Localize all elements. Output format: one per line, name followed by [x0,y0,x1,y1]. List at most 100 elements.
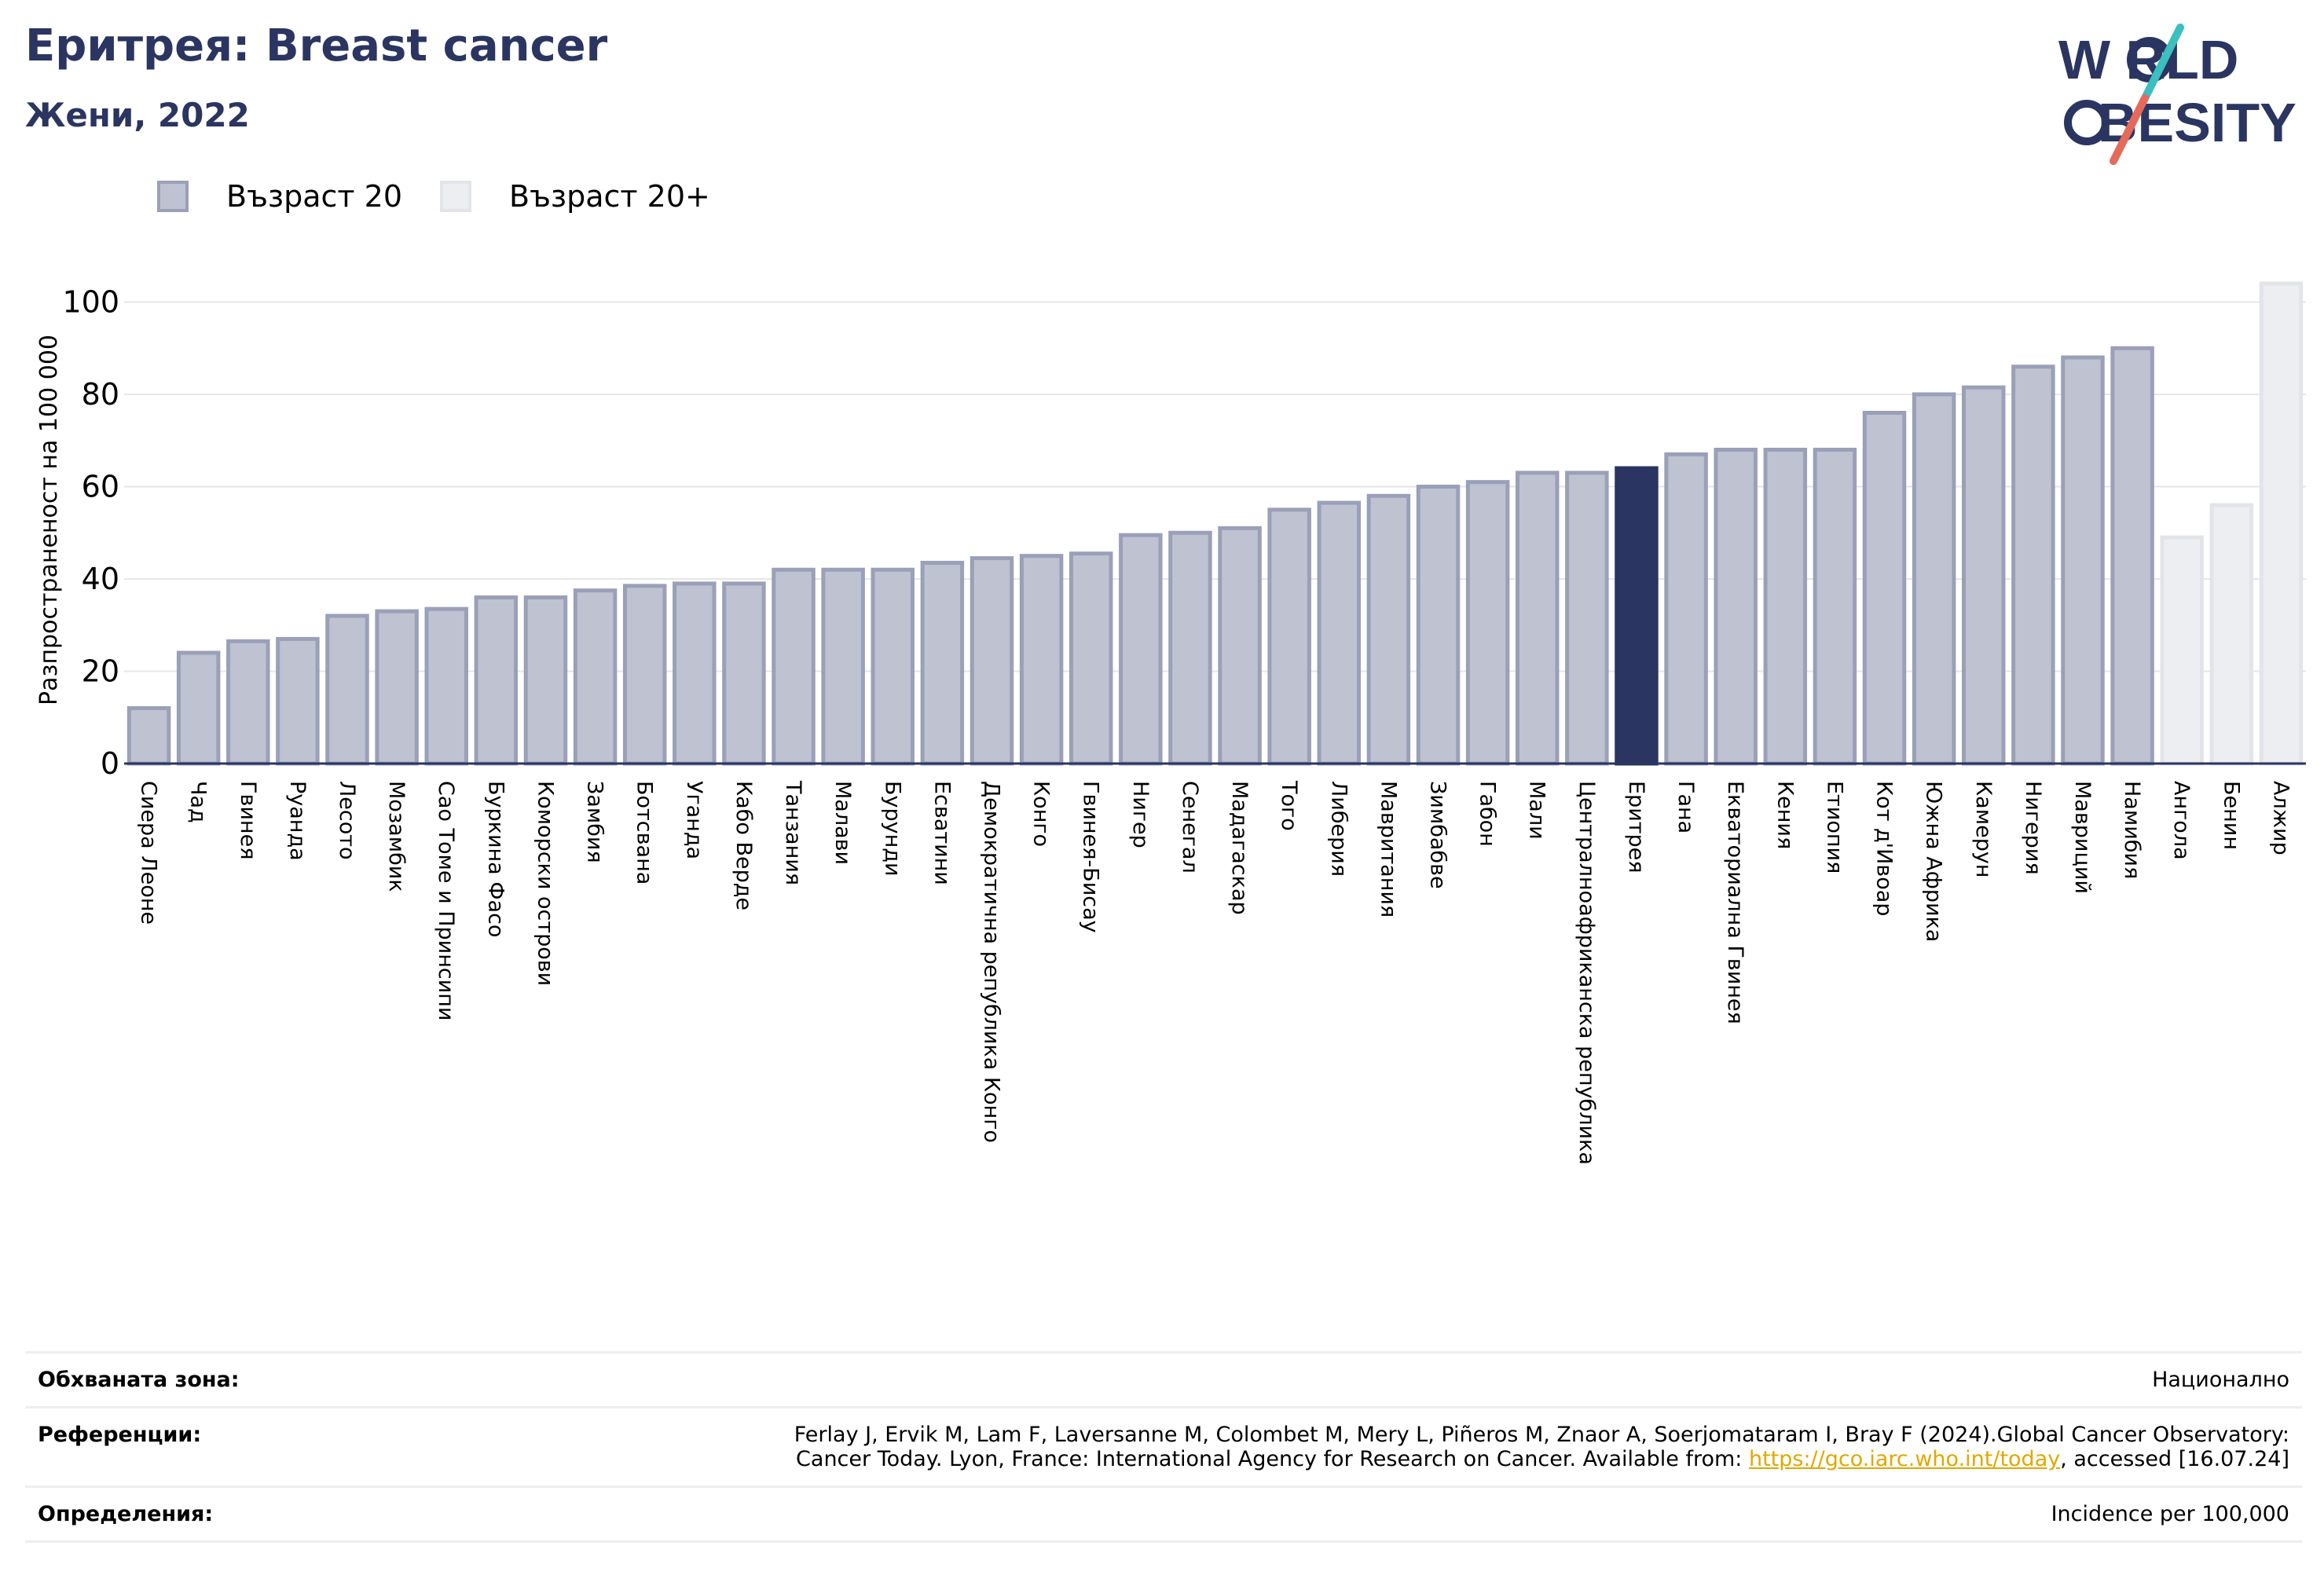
x-tick-label: Того [1277,780,1301,831]
x-tick-label: Буркина Фасо [483,781,508,937]
x-tick-label: Коморски острови [533,781,557,986]
bar[interactable] [1565,471,1609,766]
x-tick-label: Алжир [2268,781,2293,855]
x-tick-label: Габон [1475,781,1500,847]
y-tick-label: 0 [101,746,119,781]
bar[interactable] [1416,485,1461,766]
x-tick-label: Бурунди [880,781,904,877]
bar[interactable] [2259,281,2304,766]
legend-item-age20[interactable]: Възраст 20 [157,179,402,214]
bar[interactable] [1317,500,1362,766]
bar[interactable] [1813,448,1857,766]
x-tick-label: Замбия [583,781,607,863]
x-tick-label: Бенин [2219,781,2243,850]
x-tick-label: Етиопия [1822,781,1846,874]
y-tick-labels: 0 20 40 60 80 100 [62,285,119,782]
x-tick-label: Есватини [929,781,954,885]
bar[interactable] [722,581,766,766]
x-tick-label: Уганда [682,781,706,859]
bar[interactable] [1119,533,1163,766]
footer-label-references: Референции: [38,1423,202,1447]
bar[interactable] [1664,452,1708,766]
logo-slash-coral [2110,94,2149,165]
bar[interactable] [1515,471,1560,766]
x-tick-label: Кения [1772,781,1797,849]
legend-item-age20plus[interactable]: Възраст 20+ [440,179,710,214]
x-tick-label: Сиера Леоне [137,781,161,925]
logo-slash-teal [2141,24,2184,102]
x-tick-label: Малави [830,781,855,865]
bar[interactable] [1465,480,1510,766]
bar[interactable] [126,706,171,766]
x-tick-label: Конго [1029,781,1054,847]
x-tick-label: Камерун [1971,781,1996,877]
x-tick-label: Мавритания [1376,781,1400,918]
bar[interactable] [2061,355,2105,766]
bar[interactable] [1019,554,1064,766]
x-tick-label: Зимбабве [1426,781,1450,889]
x-tick-labels: Сиера Леоне Чад Гвинея Руанда Лесото Мозамбик… [137,780,2293,1165]
bar[interactable] [523,595,568,766]
bar[interactable] [1714,448,1758,766]
bar-chart: 0 20 40 60 80 100 Сиера Леоне Чад Гвинея Руанда Л… [35,281,2306,1165]
bar[interactable] [1615,466,1659,766]
bar[interactable] [2011,364,2055,766]
legend-label-age20plus: Възраст 20+ [509,179,710,214]
legend-label-age20: Възраст 20 [226,179,402,214]
bar[interactable] [1862,411,1907,766]
footer-table: Обхваната зона: Национално Референции: F… [25,1351,2302,1543]
x-tick-label: Еритрея [1624,781,1648,873]
chart-subtitle: Жени, 2022 [25,96,250,134]
bar[interactable] [622,584,667,766]
bar[interactable] [1218,526,1262,766]
reference-link[interactable]: https://gco.iarc.who.int/today [1748,1447,2061,1471]
x-tick-label: Нигерия [2021,781,2045,875]
x-tick-label: Екваториална Гвинея [1723,781,1747,1024]
footer-value-references: Ferlay J, Ervik M, Lam F, Laversanne M, … [794,1423,2289,1471]
reference-line-2-end: , accessed [16.07.24] [2060,1447,2289,1471]
bar[interactable] [1069,551,1113,766]
bar[interactable] [276,636,320,766]
bar[interactable] [1267,507,1311,766]
bar[interactable] [2209,503,2254,766]
legend: Възраст 20 Възраст 20+ [157,179,748,214]
bar[interactable] [673,581,717,766]
footer-value-area: Национално [2152,1368,2289,1392]
bar[interactable] [970,556,1014,766]
bar[interactable] [325,614,369,766]
x-tick-label: Централноафриканска република [1574,781,1599,1165]
bar[interactable] [1763,448,1808,766]
bar[interactable] [1168,530,1212,766]
bar[interactable] [772,567,816,766]
bar[interactable] [920,560,965,766]
x-tick-label: Сенегал [1178,781,1202,874]
bar[interactable] [821,567,865,766]
chart-title: Еритрея: Breast cancer [25,20,608,71]
reference-line-2: Cancer Today. Lyon, France: Internationa… [796,1447,1749,1471]
legend-swatch-age20plus [440,181,471,212]
bar[interactable] [2110,346,2154,766]
x-tick-label: Намибия [2120,781,2144,879]
bar[interactable] [871,567,915,766]
bar[interactable] [226,639,270,766]
x-tick-label: Чад [186,781,211,823]
bar[interactable] [375,609,419,766]
x-tick-label: Либерия [1326,781,1351,877]
y-tick-label: 80 [82,377,119,412]
x-tick-label: Гвинея-Бисау [1079,781,1103,933]
x-tick-label: Ботсвана [632,781,657,885]
bar[interactable] [474,595,519,766]
reference-line-1: Ferlay J, Ervik M, Lam F, Laversanne M, … [794,1423,2289,1447]
bar[interactable] [1962,385,2006,766]
footer-label-area: Обхваната зона: [38,1368,240,1392]
bar[interactable] [176,650,221,766]
x-tick-label: Руанда [285,781,310,861]
x-tick-label: Гвинея [236,781,260,859]
bar[interactable] [573,588,618,766]
bar[interactable] [1366,493,1411,766]
bar[interactable] [424,606,468,766]
x-tick-label: Мавриций [2070,781,2095,894]
bar[interactable] [2160,535,2204,766]
bar[interactable] [1912,392,1956,766]
footer-row-area: Обхваната зона: Национално [25,1351,2302,1406]
